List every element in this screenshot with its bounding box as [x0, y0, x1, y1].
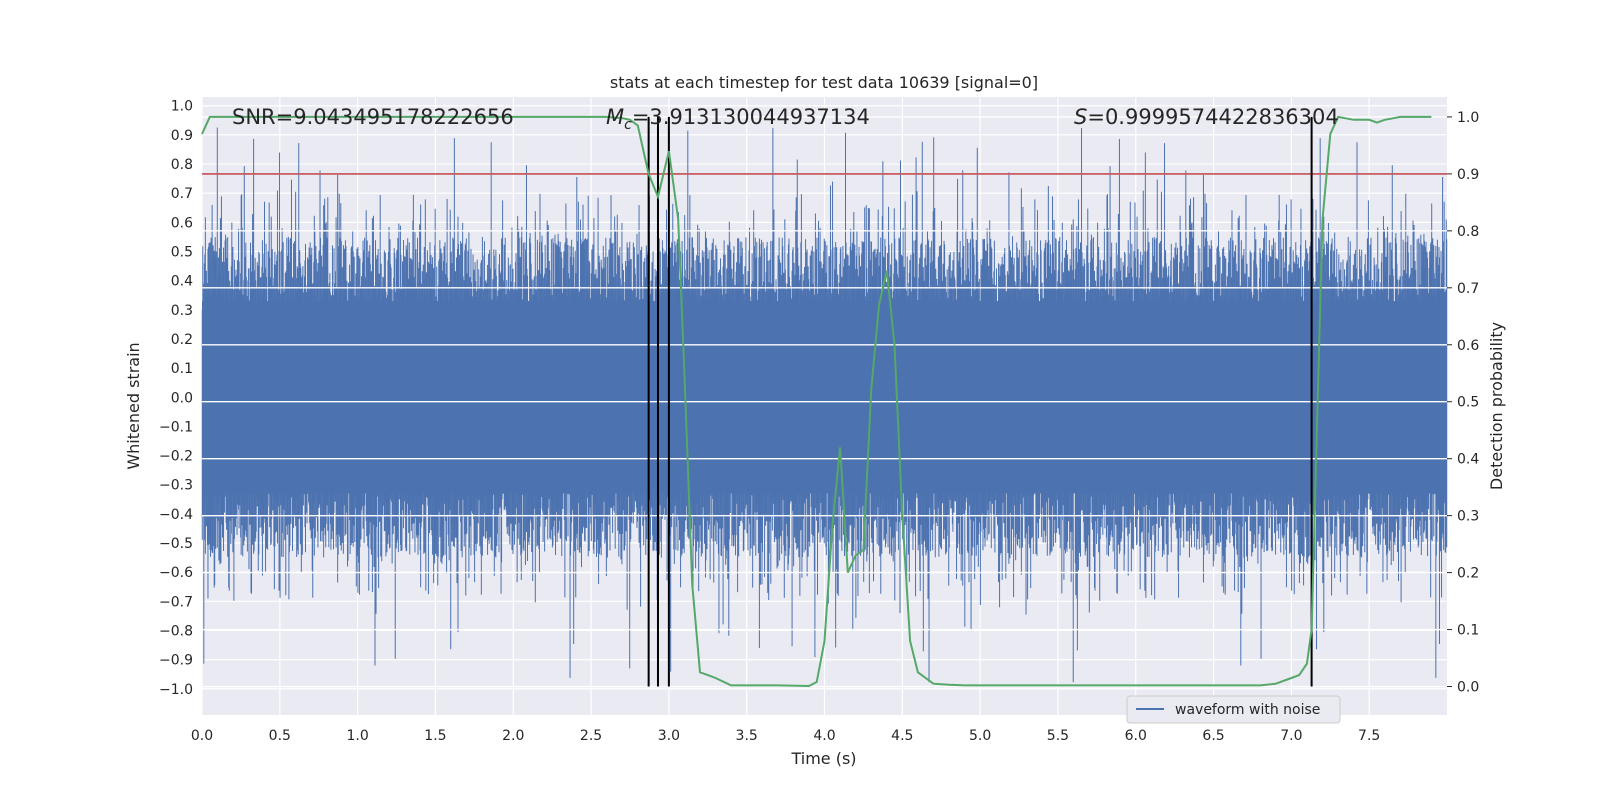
x-axis-label: Time (s): [790, 749, 856, 768]
y-left-axis-ticks: 1.0 0.9 0.8 0.7 0.6 0.5 0.4 0.3 0.2 0.1 0.0 −0.1 −0.…: [159, 99, 193, 698]
x-tick-label: 7.0: [1280, 728, 1302, 744]
mc-symbol: M: [606, 105, 624, 129]
y-left-tick-label: 0.8: [171, 157, 193, 173]
s-value: =0.9999574422836304: [1087, 105, 1338, 129]
y-left-tick-label: −0.2: [159, 449, 193, 465]
y-left-axis-label: Whitened strain: [124, 342, 143, 469]
legend-entry-waveform: waveform with noise: [1175, 702, 1320, 718]
y-left-tick-label: 0.0: [171, 390, 193, 406]
y-left-tick-label: 0.6: [171, 215, 193, 231]
y-left-tick-label: −1.0: [159, 682, 193, 698]
y-right-axis-label: Detection probability: [1487, 322, 1506, 490]
x-tick-label: 1.0: [346, 728, 368, 744]
probability-series: [201, 115, 1432, 688]
x-tick-label: 4.0: [813, 728, 835, 744]
y-left-tick-label: −0.5: [159, 536, 193, 552]
waveform-with-noise-line: [201, 127, 1448, 683]
y-left-tick-label: −0.7: [159, 594, 193, 610]
y-left-tick-label: 1.0: [171, 99, 193, 115]
y-left-tick-label: −0.4: [159, 507, 193, 523]
y-left-tick-label: 0.7: [171, 186, 193, 202]
x-tick-label: 4.5: [891, 728, 913, 744]
y-left-tick-label: −0.6: [159, 565, 193, 581]
s-annotation: S=0.9999574422836304: [1074, 105, 1339, 129]
chart-title: stats at each timestep for test data 106…: [610, 73, 1038, 92]
y-right-axis-ticks: 1.0 0.9 0.8 0.7 0.6 0.5 0.4 0.3 0.2 0.1 0.0: [1447, 110, 1479, 696]
snr-annotation: SNR=9.043495178222656: [232, 105, 514, 129]
x-tick-label: 2.0: [502, 728, 524, 744]
mc-annotation: Mc=3.913130044937134: [606, 105, 870, 133]
y-left-tick-label: 0.1: [171, 361, 193, 377]
y-left-tick-label: 0.9: [171, 128, 193, 144]
x-tick-label: 3.0: [658, 728, 680, 744]
s-symbol: S: [1074, 105, 1087, 129]
x-axis-ticks: 0.0 0.5 1.0 1.5 2.0 2.5 3.0 3.5 4.0 4.5 5.0 5.5 6.0 6…: [191, 728, 1380, 744]
y-right-tick-label: 0.7: [1457, 281, 1479, 297]
y-left-tick-label: −0.8: [159, 623, 193, 639]
legend: waveform with noise: [1126, 695, 1341, 724]
y-right-tick-label: 0.1: [1457, 623, 1479, 639]
x-tick-label: 3.5: [736, 728, 758, 744]
x-tick-label: 5.0: [969, 728, 991, 744]
legend-box: [1126, 695, 1341, 724]
mc-subscript: c: [624, 117, 632, 133]
y-left-tick-label: 0.3: [171, 303, 193, 319]
x-tick-label: 6.0: [1125, 728, 1147, 744]
y-right-tick-label: 0.6: [1457, 338, 1479, 354]
y-right-tick-label: 0.2: [1457, 566, 1479, 582]
y-right-tick-label: 1.0: [1457, 110, 1479, 126]
waveform-series: [201, 116, 1448, 688]
x-tick-label: 2.5: [580, 728, 602, 744]
x-tick-label: 6.5: [1202, 728, 1224, 744]
x-tick-label: 0.5: [269, 728, 291, 744]
mc-value: =3.913130044937134: [632, 105, 870, 129]
y-right-tick-label: 0.9: [1457, 167, 1479, 183]
y-left-tick-label: 0.5: [171, 245, 193, 261]
x-tick-label: 1.5: [424, 728, 446, 744]
vertical-markers: [647, 116, 1313, 687]
detection-probability-line: [201, 115, 1432, 688]
y-right-tick-label: 0.8: [1457, 224, 1479, 240]
x-tick-label: 7.5: [1358, 728, 1380, 744]
y-left-tick-label: −0.9: [159, 653, 193, 669]
y-right-tick-label: 0.4: [1457, 452, 1479, 468]
y-left-tick-label: 0.2: [171, 332, 193, 348]
x-tick-label: 5.5: [1047, 728, 1069, 744]
y-left-tick-label: −0.1: [159, 419, 193, 435]
y-right-tick-label: 0.0: [1457, 680, 1479, 696]
y-left-tick-label: −0.3: [159, 478, 193, 494]
x-tick-label: 0.0: [191, 728, 213, 744]
y-right-tick-label: 0.3: [1457, 509, 1479, 525]
y-left-tick-label: 0.4: [171, 274, 193, 290]
y-right-tick-label: 0.5: [1457, 395, 1479, 411]
